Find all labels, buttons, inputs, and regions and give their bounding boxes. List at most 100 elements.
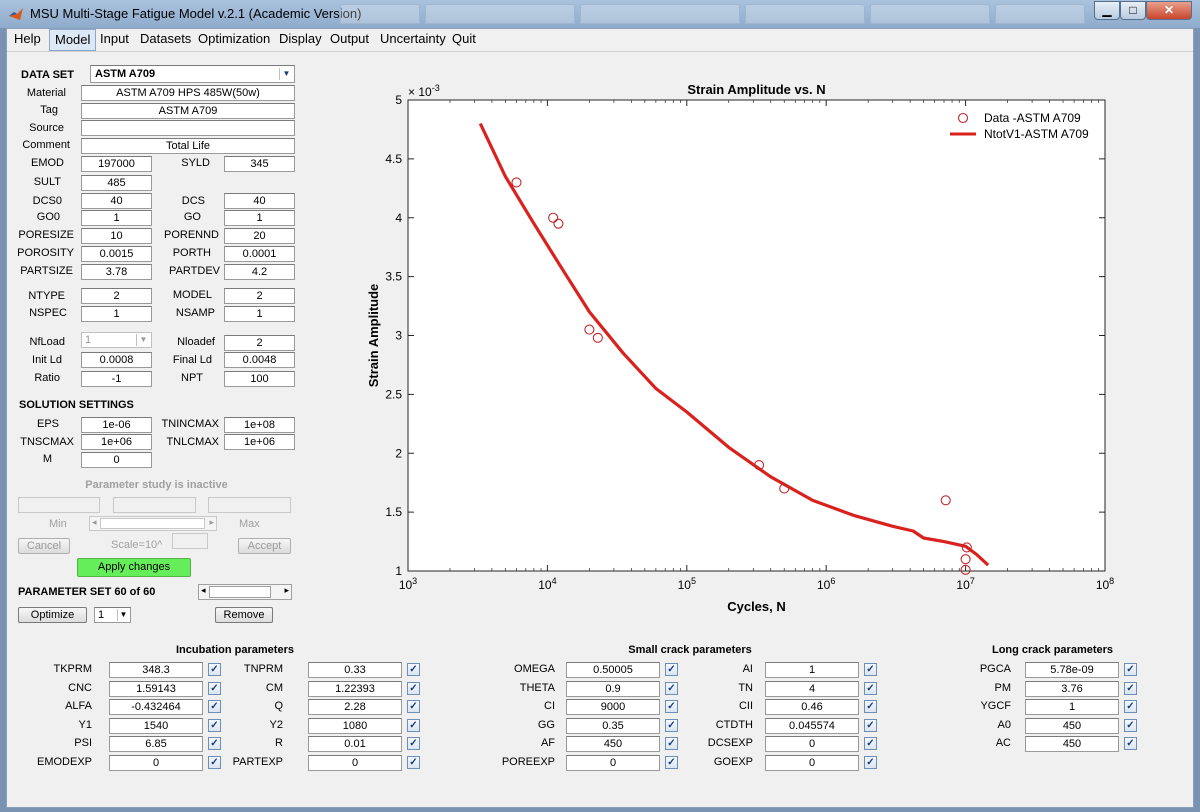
small-crack-tn-field[interactable]: 4 xyxy=(765,681,859,697)
small-crack-gg-checkbox[interactable]: ✓ xyxy=(665,719,678,732)
incubation-alfa-checkbox[interactable]: ✓ xyxy=(208,700,221,713)
menu-output[interactable]: Output xyxy=(330,31,370,46)
tnscmax-field[interactable]: 1e+06 xyxy=(81,434,152,450)
incubation-partexp-field[interactable]: 0 xyxy=(308,755,402,771)
small-crack-goexp-checkbox[interactable]: ✓ xyxy=(864,756,877,769)
ratio-field[interactable]: -1 xyxy=(81,371,152,387)
initld-field[interactable]: 0.0008 xyxy=(81,352,152,368)
long-crack-a0-checkbox[interactable]: ✓ xyxy=(1124,719,1137,732)
long-crack-pgca-checkbox[interactable]: ✓ xyxy=(1124,663,1137,676)
small-crack-ci-field[interactable]: 9000 xyxy=(566,699,660,715)
incubation-r-checkbox[interactable]: ✓ xyxy=(407,737,420,750)
incubation-cm-checkbox[interactable]: ✓ xyxy=(407,682,420,695)
small-crack-cii-field[interactable]: 0.46 xyxy=(765,699,859,715)
incubation-cnc-checkbox[interactable]: ✓ xyxy=(208,682,221,695)
optimize-button[interactable]: Optimize xyxy=(18,607,87,623)
incubation-emodexp-checkbox[interactable]: ✓ xyxy=(208,756,221,769)
incubation-y2-field[interactable]: 1080 xyxy=(308,718,402,734)
go0-field[interactable]: 1 xyxy=(81,210,152,226)
incubation-alfa-field[interactable]: -0.432464 xyxy=(109,699,203,715)
small-crack-goexp-field[interactable]: 0 xyxy=(765,755,859,771)
small-crack-ai-checkbox[interactable]: ✓ xyxy=(864,663,877,676)
eps-field[interactable]: 1e-06 xyxy=(81,417,152,433)
long-crack-pm-field[interactable]: 3.76 xyxy=(1025,681,1119,697)
long-crack-ac-field[interactable]: 450 xyxy=(1025,736,1119,752)
nsamp-field[interactable]: 1 xyxy=(224,306,295,322)
incubation-tnprm-checkbox[interactable]: ✓ xyxy=(407,663,420,676)
remove-button[interactable]: Remove xyxy=(215,607,273,623)
menu-quit[interactable]: Quit xyxy=(452,31,476,46)
small-crack-omega-checkbox[interactable]: ✓ xyxy=(665,663,678,676)
param-study-min-field[interactable] xyxy=(18,497,100,513)
long-crack-ac-checkbox[interactable]: ✓ xyxy=(1124,737,1137,750)
incubation-y1-field[interactable]: 1540 xyxy=(109,718,203,734)
porosity-field[interactable]: 0.0015 xyxy=(81,246,152,262)
incubation-tnprm-field[interactable]: 0.33 xyxy=(308,662,402,678)
small-crack-af-checkbox[interactable]: ✓ xyxy=(665,737,678,750)
ntype-field[interactable]: 2 xyxy=(81,288,152,304)
incubation-emodexp-field[interactable]: 0 xyxy=(109,755,203,771)
model-field[interactable]: 2 xyxy=(224,288,295,304)
menu-model[interactable]: Model xyxy=(49,29,97,51)
incubation-partexp-checkbox[interactable]: ✓ xyxy=(407,756,420,769)
small-crack-tn-checkbox[interactable]: ✓ xyxy=(864,682,877,695)
param-study-max-field[interactable] xyxy=(208,497,291,513)
source-field[interactable] xyxy=(81,120,295,136)
long-crack-pgca-field[interactable]: 5.78e-09 xyxy=(1025,662,1119,678)
long-crack-ygcf-checkbox[interactable]: ✓ xyxy=(1124,700,1137,713)
small-crack-theta-checkbox[interactable]: ✓ xyxy=(665,682,678,695)
small-crack-gg-field[interactable]: 0.35 xyxy=(566,718,660,734)
small-crack-af-field[interactable]: 450 xyxy=(566,736,660,752)
dcs0-field[interactable]: 40 xyxy=(81,193,152,209)
param-study-value-field[interactable] xyxy=(113,497,196,513)
tnincmax-field[interactable]: 1e+08 xyxy=(224,417,295,433)
small-crack-ctdth-checkbox[interactable]: ✓ xyxy=(864,719,877,732)
poresize-field[interactable]: 10 xyxy=(81,228,152,244)
menu-display[interactable]: Display xyxy=(279,31,322,46)
incubation-cm-field[interactable]: 1.22393 xyxy=(308,681,402,697)
incubation-psi-checkbox[interactable]: ✓ xyxy=(208,737,221,750)
slider-thumb[interactable] xyxy=(100,518,205,529)
material-field[interactable]: ASTM A709 HPS 485W(50w) xyxy=(81,85,295,101)
accept-button[interactable]: Accept xyxy=(238,538,291,554)
npt-field[interactable]: 100 xyxy=(224,371,295,387)
go-field[interactable]: 1 xyxy=(224,210,295,226)
incubation-cnc-field[interactable]: 1.59143 xyxy=(109,681,203,697)
incubation-tkprm-field[interactable]: 348.3 xyxy=(109,662,203,678)
porennd-field[interactable]: 20 xyxy=(224,228,295,244)
nloadef-field[interactable]: 2 xyxy=(224,335,295,351)
m-field[interactable]: 0 xyxy=(81,452,152,468)
dcs-field[interactable]: 40 xyxy=(224,193,295,209)
apply-changes-button[interactable]: Apply changes xyxy=(77,558,191,577)
partdev-field[interactable]: 4.2 xyxy=(224,264,295,280)
maximize-button[interactable]: □ xyxy=(1120,1,1146,20)
incubation-y2-checkbox[interactable]: ✓ xyxy=(407,719,420,732)
incubation-q-field[interactable]: 2.28 xyxy=(308,699,402,715)
menu-input[interactable]: Input xyxy=(100,31,129,46)
sult-field[interactable]: 485 xyxy=(81,175,152,191)
dataset-select[interactable]: ASTM A709 ▼ xyxy=(90,65,295,83)
small-crack-theta-field[interactable]: 0.9 xyxy=(566,681,660,697)
scale-field[interactable] xyxy=(172,533,208,549)
tnlcmax-field[interactable]: 1e+06 xyxy=(224,434,295,450)
incubation-r-field[interactable]: 0.01 xyxy=(308,736,402,752)
finalld-field[interactable]: 0.0048 xyxy=(224,352,295,368)
emod-field[interactable]: 197000 xyxy=(81,156,152,172)
long-crack-a0-field[interactable]: 450 xyxy=(1025,718,1119,734)
menu-datasets[interactable]: Datasets xyxy=(140,31,192,46)
nfload-select[interactable]: 1 ▼ xyxy=(81,332,152,348)
long-crack-pm-checkbox[interactable]: ✓ xyxy=(1124,682,1137,695)
small-crack-ai-field[interactable]: 1 xyxy=(765,662,859,678)
param-study-slider[interactable]: ◂ ▸ xyxy=(89,516,217,531)
porth-field[interactable]: 0.0001 xyxy=(224,246,295,262)
long-crack-ygcf-field[interactable]: 1 xyxy=(1025,699,1119,715)
tag-field[interactable]: ASTM A709 xyxy=(81,103,295,119)
small-crack-dcsexp-checkbox[interactable]: ✓ xyxy=(864,737,877,750)
parameter-set-slider[interactable]: ◂ ▸ xyxy=(198,584,292,600)
incubation-psi-field[interactable]: 6.85 xyxy=(109,736,203,752)
slider-thumb[interactable] xyxy=(209,586,271,598)
incubation-tkprm-checkbox[interactable]: ✓ xyxy=(208,663,221,676)
incubation-q-checkbox[interactable]: ✓ xyxy=(407,700,420,713)
small-crack-cii-checkbox[interactable]: ✓ xyxy=(864,700,877,713)
partsize-field[interactable]: 3.78 xyxy=(81,264,152,280)
